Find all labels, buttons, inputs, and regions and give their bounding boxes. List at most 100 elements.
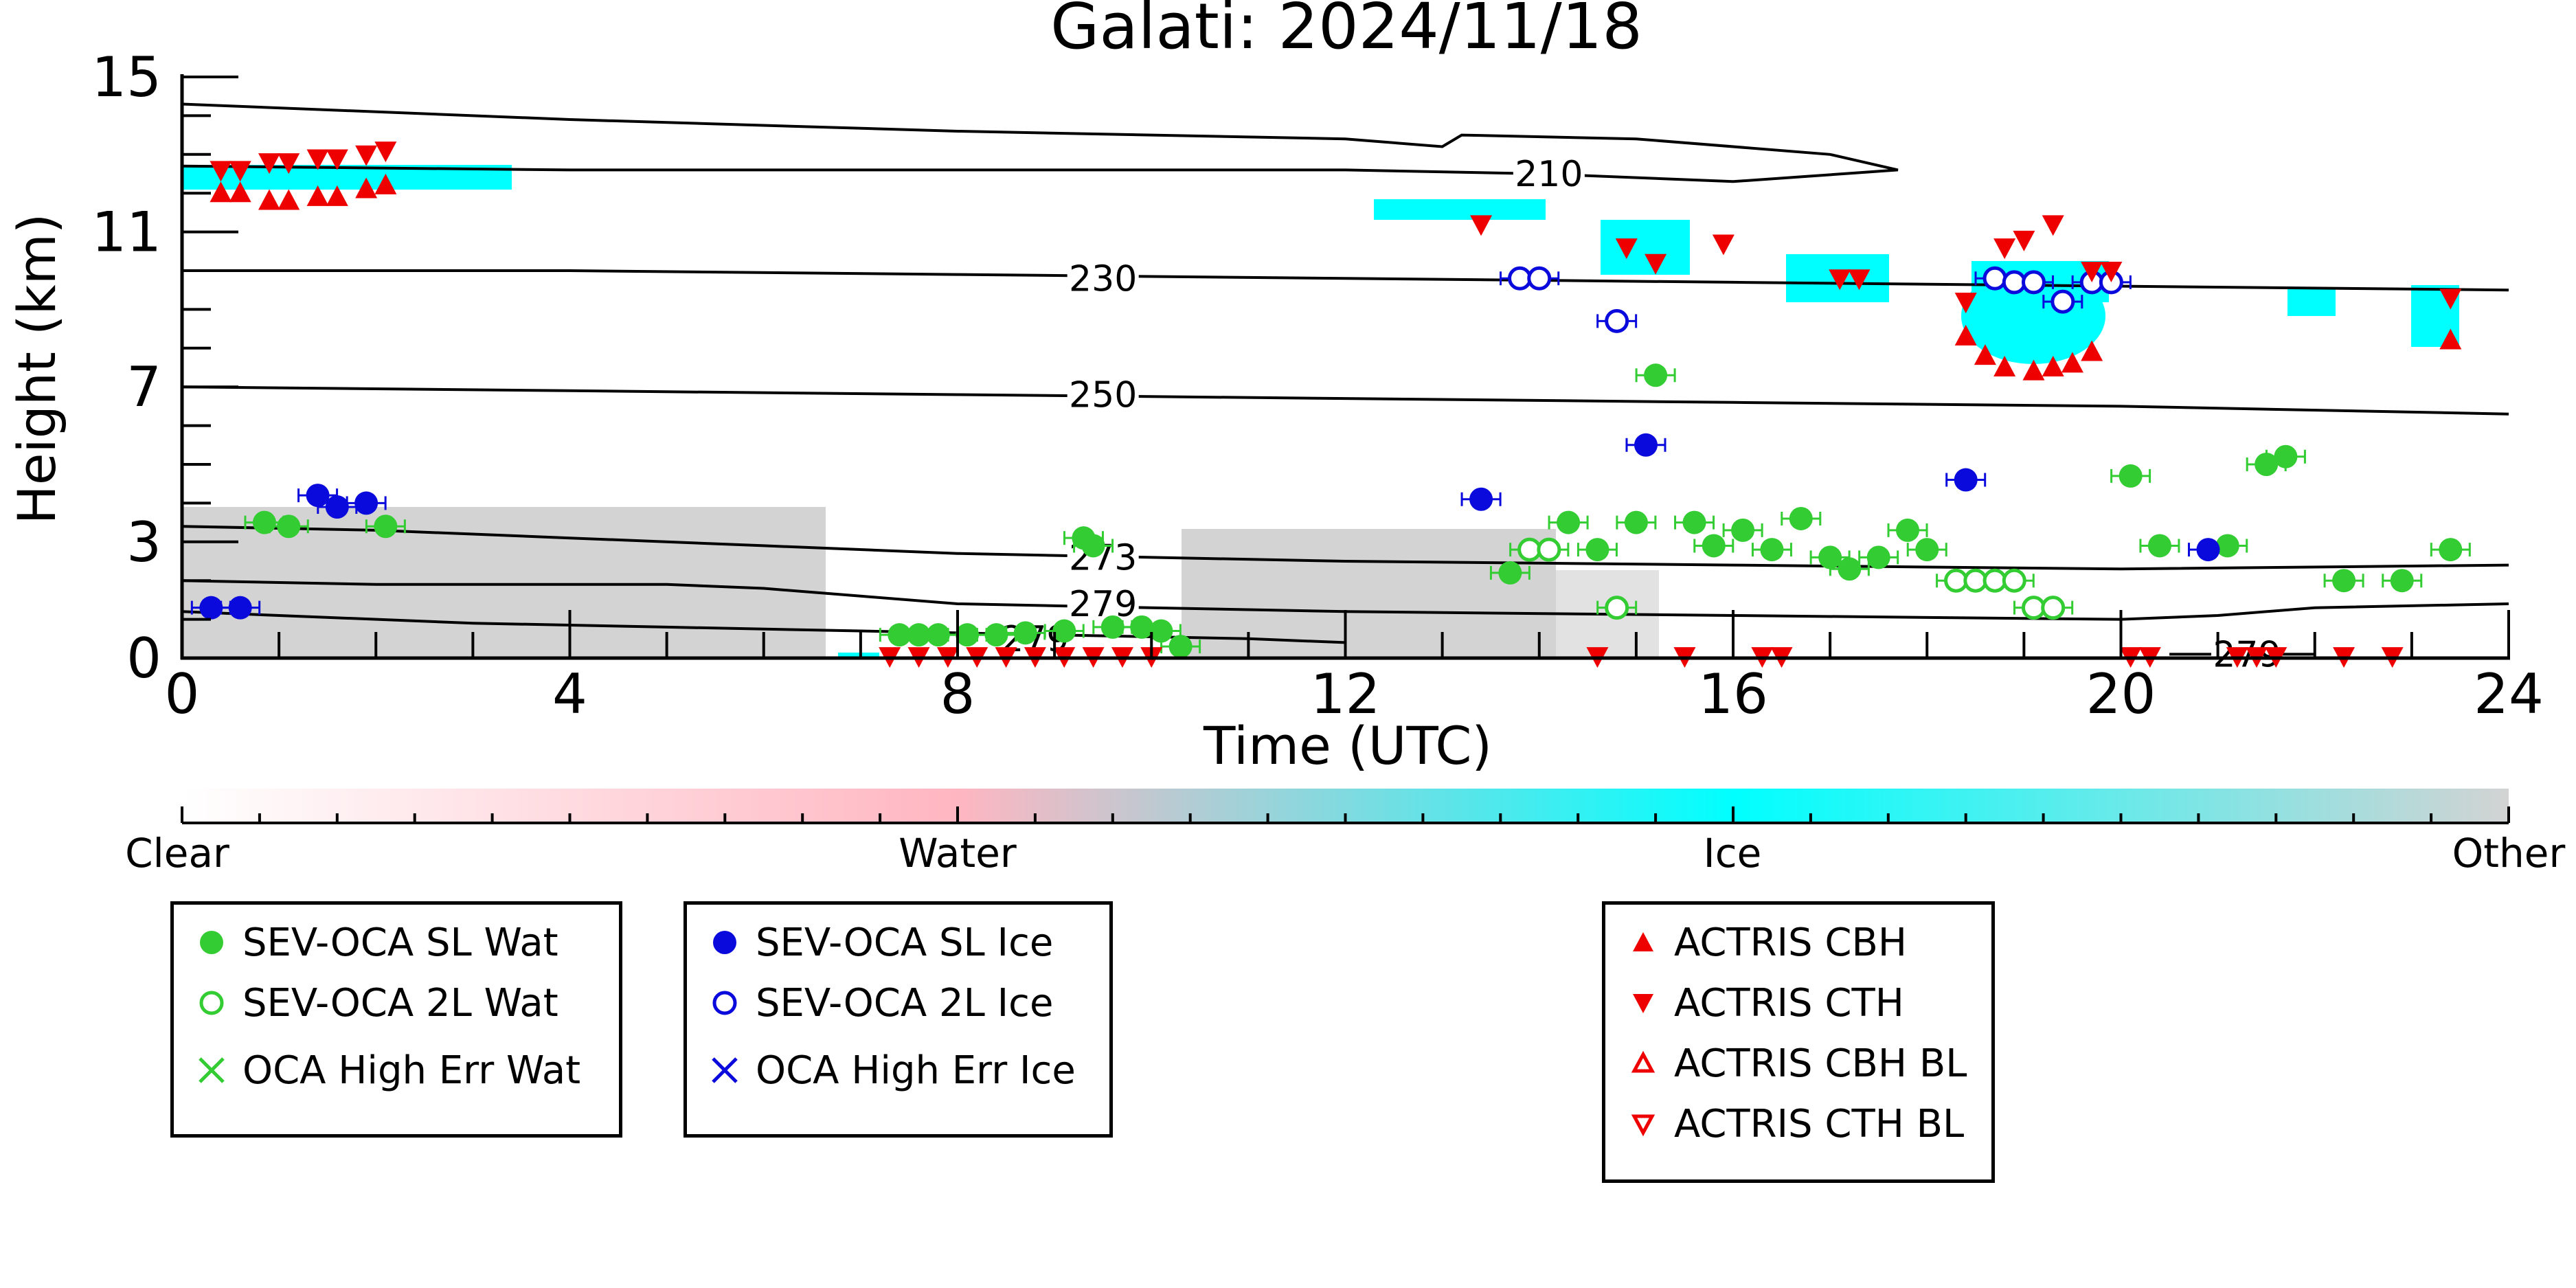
data-point — [1644, 363, 1668, 387]
data-point — [1702, 534, 1726, 558]
x-tick-label: 24 — [2474, 662, 2544, 726]
data-point — [1013, 621, 1037, 645]
data-point — [1944, 568, 1969, 593]
data-point — [1052, 619, 1076, 643]
data-point — [278, 189, 300, 210]
isotherm-label-bg — [1513, 153, 1585, 192]
data-point — [2332, 569, 2356, 593]
data-point — [199, 596, 223, 620]
legend-item-cbh-bl: ACTRIS CBH BL — [1619, 1039, 1967, 1087]
legend-label: SEV-OCA SL Ice — [756, 920, 1054, 965]
data-point — [2013, 230, 2035, 251]
y-tick-label: 0 — [126, 626, 161, 690]
y-axis-label: Height (km) — [6, 214, 67, 525]
data-point — [1527, 266, 1552, 291]
legend-label: SEV-OCA SL Wat — [242, 920, 558, 965]
data-point — [2002, 568, 2026, 593]
x-mark-icon — [199, 1057, 225, 1083]
data-point — [2439, 328, 2462, 350]
data-point — [1508, 266, 1533, 291]
data-point — [1760, 538, 1784, 562]
legend-item-cth: ACTRIS CTH — [1619, 979, 1904, 1027]
ice-region — [1374, 199, 1546, 220]
data-point — [2041, 596, 2066, 620]
data-point — [228, 596, 252, 620]
y-tick-label: 7 — [126, 355, 161, 419]
data-point — [1469, 487, 1493, 511]
data-point — [984, 623, 1008, 647]
data-point — [1829, 269, 1851, 291]
legend-item-higherr-wat: OCA High Err Wat — [188, 1046, 580, 1094]
data-point — [1954, 468, 1978, 492]
isotherm-label: 250 — [1069, 374, 1137, 416]
colorbar-ticks — [181, 806, 2510, 824]
data-point — [2021, 270, 2046, 295]
data-point — [1557, 510, 1581, 534]
data-point — [1974, 344, 1996, 365]
colorbar-label-water: Water — [899, 830, 1017, 877]
data-point — [1149, 619, 1173, 643]
legend-label: ACTRIS CTH BL — [1674, 1101, 1965, 1146]
data-point — [2274, 444, 2298, 468]
x-tick-label: 4 — [552, 662, 587, 726]
legend-label: ACTRIS CTH — [1674, 980, 1904, 1026]
open-circle-icon — [199, 991, 224, 1015]
y-tick-label: 3 — [126, 510, 161, 574]
data-point — [1954, 293, 1977, 314]
data-point — [229, 161, 251, 182]
triangle-up-outline-icon — [1631, 1050, 1656, 1073]
data-point — [2021, 596, 2046, 620]
data-point — [2439, 538, 2463, 562]
data-point — [1498, 561, 1522, 585]
data-point — [1993, 356, 2016, 376]
x-mark-icon — [712, 1057, 738, 1083]
isotherm-label-bg — [1067, 583, 1139, 622]
data-point — [354, 491, 379, 515]
y-tick-label: 15 — [91, 45, 161, 109]
data-point — [277, 515, 301, 539]
legend-label: SEV-OCA 2L Ice — [756, 980, 1054, 1026]
x-tick-label: 20 — [2086, 662, 2156, 726]
data-point — [1517, 537, 1542, 562]
data-point — [229, 181, 251, 203]
other-region — [1182, 529, 1556, 658]
isotherm-line — [181, 579, 2509, 621]
data-point — [907, 623, 931, 647]
data-point — [374, 173, 397, 194]
legend-label: ACTRIS CBH — [1674, 920, 1908, 965]
data-point — [1634, 433, 1658, 457]
legend-label: OCA High Err Wat — [242, 1048, 581, 1093]
colorbar-label-clear: Clear — [125, 830, 229, 877]
isotherm-line — [182, 269, 2509, 292]
data-point — [1615, 238, 1638, 260]
legend-label: SEV-OCA 2L Wat — [242, 980, 558, 1026]
isotherm-line — [181, 385, 2509, 416]
data-point — [1537, 537, 1561, 562]
x-tick-label: 16 — [1698, 662, 1768, 726]
isotherm-line — [181, 102, 1899, 183]
data-point — [1100, 615, 1125, 639]
data-point — [1954, 324, 1977, 346]
colorbar-label-ice: Ice — [1704, 830, 1762, 877]
isotherm-label-bg — [1067, 258, 1139, 297]
chart-title: Galati: 2024/11/18 — [1050, 0, 1642, 63]
data-point — [2002, 270, 2026, 295]
legend-item-sl-wat: SEV-OCA SL Wat — [188, 918, 558, 967]
data-point — [306, 484, 330, 508]
data-point — [2439, 289, 2462, 310]
data-point — [355, 145, 378, 166]
axes: 0 3 7 11 15 0 4 8 12 16 20 24 — [91, 45, 2544, 726]
data-point — [2042, 356, 2064, 376]
data-point — [1712, 234, 1735, 256]
data-point — [374, 142, 397, 163]
data-point — [278, 153, 300, 174]
legend-label: ACTRIS CBH BL — [1674, 1041, 1967, 1086]
isotherm-label: 230 — [1069, 258, 1137, 300]
legend-actris: ACTRIS CBH ACTRIS CTH ACTRIS CBH BL ACTR… — [1602, 901, 1995, 1183]
data-point — [1605, 596, 1629, 620]
data-point — [258, 153, 281, 174]
data-point — [1838, 557, 1862, 581]
data-point — [2119, 464, 2143, 488]
ice-region — [1601, 220, 1690, 275]
